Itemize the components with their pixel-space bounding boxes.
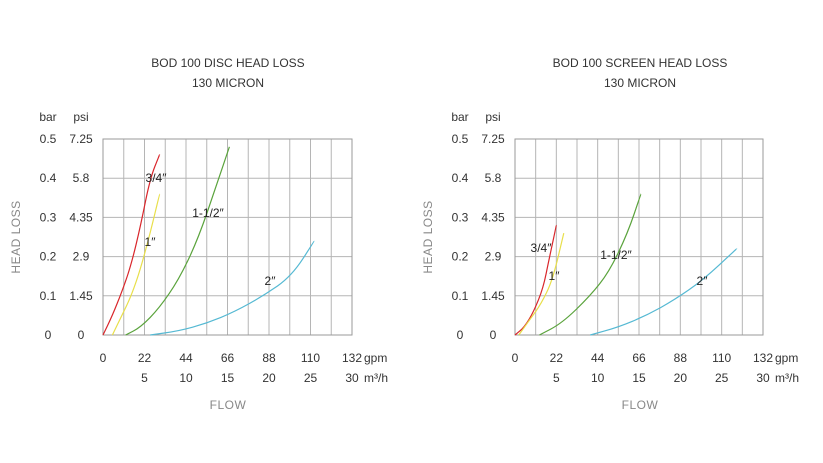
x-unit-primary: gpm: [364, 351, 387, 365]
chart-title: BOD 100 SCREEN HEAD LOSS: [553, 56, 728, 70]
y-tick-label-psi: 1.45: [481, 289, 505, 303]
x-tick-label-m3h: 30: [756, 371, 770, 385]
x-tick-label-gpm: 44: [591, 351, 605, 365]
y-tick-label-bar: 0.1: [452, 289, 469, 303]
series-line-1: [514, 224, 557, 336]
plot-frame: [514, 138, 764, 336]
x-tick-label-gpm: 110: [301, 351, 320, 365]
y-tick-label-psi: 1.45: [69, 289, 93, 303]
x-tick-label-m3h: 5: [553, 371, 560, 385]
x-axis-title: FLOW: [622, 398, 659, 412]
y-tick-label-psi: 0: [490, 328, 497, 342]
y-tick-label-bar: 0.2: [452, 250, 469, 264]
chart-title: BOD 100 DISC HEAD LOSS: [151, 56, 304, 70]
x-tick-label-m3h: 30: [345, 371, 359, 385]
curve-label: 1″: [549, 269, 561, 283]
series-lines: [514, 193, 738, 336]
y-axis-title: HEAD LOSS: [421, 200, 435, 273]
y-tick-label-bar: 0.1: [40, 289, 57, 303]
x-tick-label-gpm: 88: [674, 351, 688, 365]
y-tick-label-psi: 7.25: [481, 132, 505, 146]
x-tick-label-gpm: 0: [512, 351, 519, 365]
x-tick-label-m3h: 10: [591, 371, 605, 385]
y-tick-label-bar: 0.5: [452, 132, 469, 146]
y-unit-left: bar: [39, 110, 56, 124]
curve-label: 2″: [697, 274, 709, 288]
series-line-1: [102, 154, 161, 336]
x-unit-secondary: m³/h: [775, 371, 799, 385]
x-unit-primary: gpm: [775, 351, 798, 365]
x-tick-label-gpm: 110: [712, 351, 731, 365]
series-line-2: [518, 232, 565, 336]
x-tick-label-gpm: 132: [753, 351, 773, 365]
series-line-3: [539, 193, 642, 336]
y-tick-label-psi: 7.25: [69, 132, 93, 146]
y-tick-label-psi: 4.35: [481, 210, 505, 224]
chart-subtitle: 130 MICRON: [192, 76, 264, 90]
y-tick-label-bar: 0.4: [40, 171, 57, 185]
series-line-4: [150, 240, 315, 336]
curve-label: 1-1/2″: [600, 248, 632, 262]
y-tick-label-bar: 0.5: [40, 132, 57, 146]
x-tick-label-m3h: 15: [221, 371, 235, 385]
grid: [514, 138, 764, 336]
x-tick-label-gpm: 44: [179, 351, 193, 365]
chart-panel-2: BOD 100 SCREEN HEAD LOSS 130 MICRON bar psi…: [421, 56, 799, 412]
x-tick-label-m3h: 25: [304, 371, 318, 385]
y-tick-label-psi: 5.8: [73, 171, 90, 185]
x-tick-label-gpm: 66: [632, 351, 646, 365]
y-unit-right: psi: [485, 110, 500, 124]
x-tick-label-m3h: 10: [179, 371, 193, 385]
y-tick-label-bar: 0: [457, 328, 464, 342]
chart-subtitle: 130 MICRON: [604, 76, 676, 90]
curve-label: 2″: [265, 274, 277, 288]
y-unit-left: bar: [451, 110, 468, 124]
x-tick-label-gpm: 132: [342, 351, 362, 365]
chart-panel-1: BOD 100 DISC HEAD LOSS 130 MICRON bar psi 0 0…: [9, 56, 388, 412]
y-tick-label-bar: 0.2: [40, 250, 57, 264]
y-tick-label-bar: 0.3: [452, 210, 469, 224]
y-tick-label-psi: 2.9: [485, 250, 502, 264]
y-tick-label-psi: 5.8: [485, 171, 502, 185]
x-tick-label-gpm: 0: [100, 351, 107, 365]
x-tick-label-m3h: 20: [262, 371, 276, 385]
x-tick-label-gpm: 22: [550, 351, 564, 365]
x-tick-label-gpm: 22: [138, 351, 152, 365]
x-tick-label-gpm: 88: [262, 351, 276, 365]
series-line-4: [590, 248, 738, 336]
x-axis-title: FLOW: [210, 398, 247, 412]
y-tick-label-bar: 0: [45, 328, 52, 342]
plot-frame: [102, 138, 353, 336]
curve-label: 3/4″: [146, 171, 168, 185]
y-tick-label-psi: 2.9: [73, 250, 90, 264]
series-line-3: [125, 146, 230, 336]
y-axis-title: HEAD LOSS: [9, 200, 23, 273]
x-tick-label-gpm: 66: [221, 351, 235, 365]
y-tick-label-bar: 0.4: [452, 171, 469, 185]
y-tick-label-bar: 0.3: [40, 210, 57, 224]
y-tick-label-psi: 0: [78, 328, 85, 342]
x-tick-label-m3h: 25: [715, 371, 729, 385]
series-line-2: [111, 193, 161, 336]
series-lines: [102, 146, 315, 336]
curve-label: 1″: [145, 235, 157, 249]
x-tick-label-m3h: 15: [632, 371, 646, 385]
x-unit-secondary: m³/h: [364, 371, 388, 385]
y-unit-right: psi: [73, 110, 88, 124]
curve-label: 3/4″: [531, 241, 553, 255]
x-tick-label-m3h: 5: [141, 371, 148, 385]
curve-label: 1-1/2″: [192, 206, 224, 220]
grid: [102, 138, 353, 336]
x-tick-label-m3h: 20: [674, 371, 688, 385]
y-tick-label-psi: 4.35: [69, 210, 93, 224]
